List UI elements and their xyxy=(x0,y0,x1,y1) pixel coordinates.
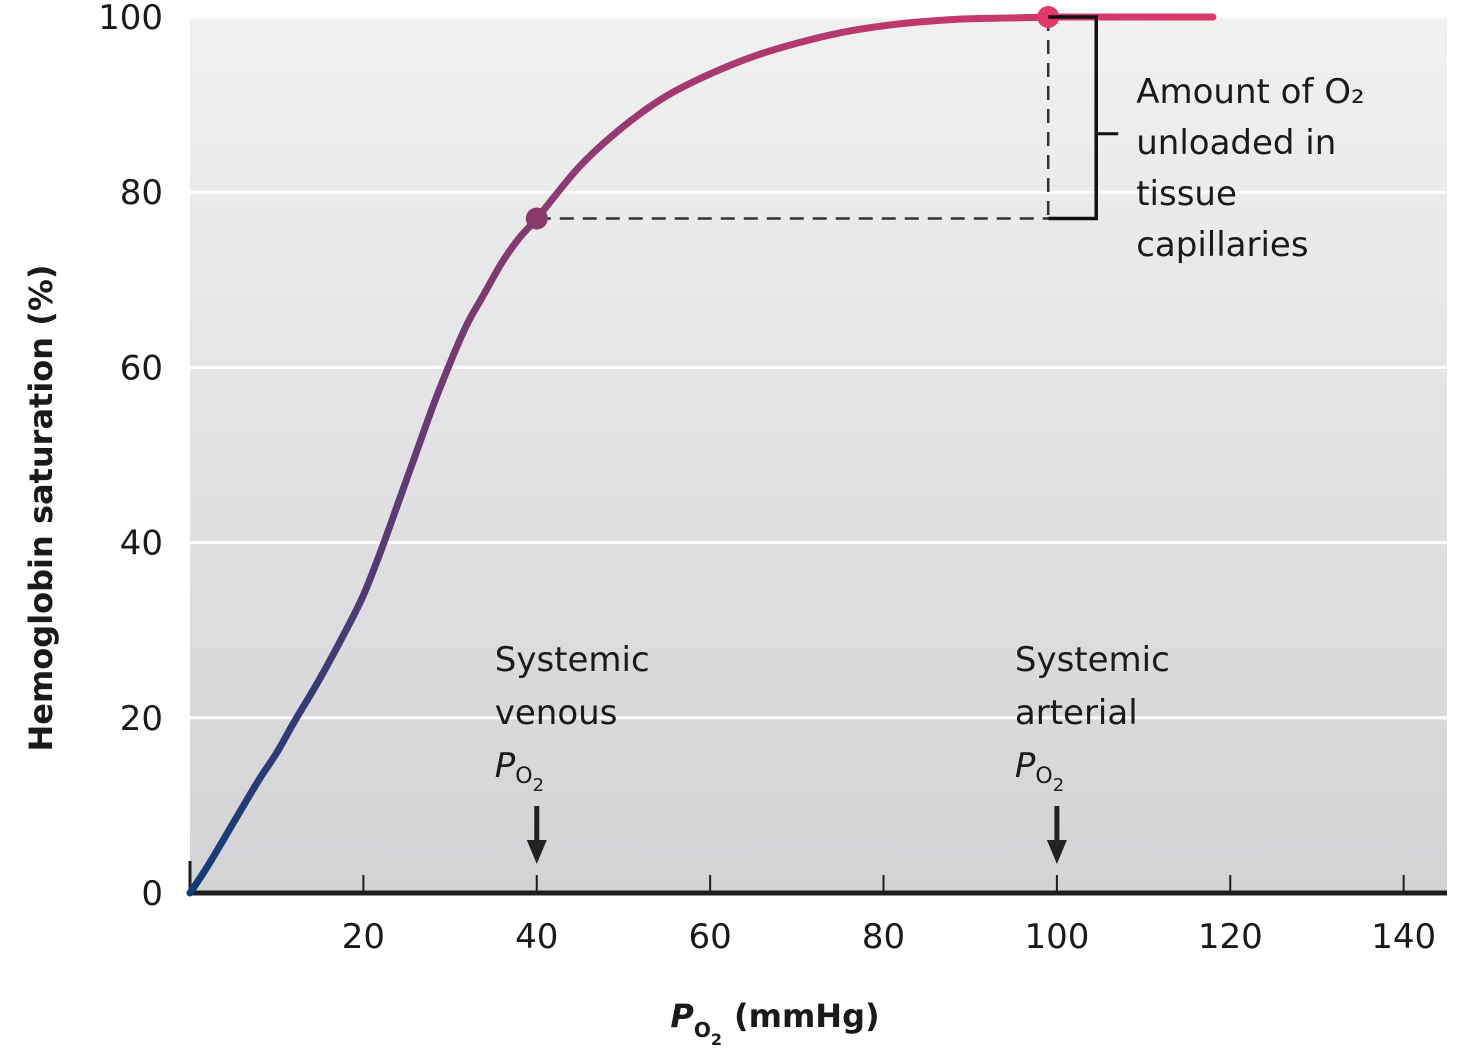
bracket-label-line: capillaries xyxy=(1136,225,1308,265)
po2-sub-subscript: 2 xyxy=(1053,775,1064,796)
unloaded-bracket xyxy=(1048,15,1098,221)
y-tick-label: 0 xyxy=(141,874,163,914)
arterial-arrow-head xyxy=(1046,840,1067,864)
y-tick-label: 60 xyxy=(120,348,163,388)
axes xyxy=(188,861,1447,896)
y-tick-label: 20 xyxy=(120,699,163,739)
data-point xyxy=(525,207,548,230)
venous-arrow-head xyxy=(526,840,547,864)
x-axis-unit: (mmHg) xyxy=(734,997,880,1035)
x-tick-label: 120 xyxy=(1198,917,1263,957)
arterial-po2-label: PO2 xyxy=(1015,746,1064,796)
x-axis-symbol: P xyxy=(670,997,694,1035)
po2-subscript: O xyxy=(515,764,532,789)
bracket-label-line: tissue xyxy=(1136,174,1237,214)
y-tick-label: 80 xyxy=(120,173,163,213)
y-axis-label: Hemoglobin saturation (%) xyxy=(22,264,60,751)
x-axis-subscript: O xyxy=(694,1018,711,1042)
annotations: Amount of O₂ unloaded in tissue capillaries… xyxy=(495,15,1365,864)
series-layer xyxy=(186,6,1217,897)
bracket-label-line: unloaded in xyxy=(1136,123,1336,163)
venous-label-line: Systemic xyxy=(495,640,650,680)
x-tick-label: 140 xyxy=(1371,917,1436,957)
y-tick-label: 40 xyxy=(120,524,163,564)
po2-symbol: P xyxy=(1015,746,1036,786)
x-tick-label: 100 xyxy=(1024,917,1089,957)
arterial-label-line: arterial xyxy=(1015,693,1138,733)
x-tick-label: 40 xyxy=(515,917,558,957)
x-tick-label: 20 xyxy=(342,917,385,957)
bracket-label-line: Amount of O₂ xyxy=(1136,72,1364,112)
po2-subscript: O xyxy=(1035,764,1052,789)
arterial-label-line: Systemic xyxy=(1015,640,1170,680)
x-tick-label: 60 xyxy=(689,917,732,957)
saturation-curve xyxy=(186,13,1217,897)
venous-label-line: venous xyxy=(495,693,618,733)
guide-lines xyxy=(536,17,1050,220)
x-tick-label: 80 xyxy=(862,917,905,957)
y-tick-label: 100 xyxy=(98,0,163,38)
x-axis-label: PO2 (mmHg) xyxy=(670,997,879,1049)
venous-po2-label: PO2 xyxy=(495,746,544,796)
gridlines xyxy=(190,15,1447,720)
po2-symbol: P xyxy=(495,746,516,786)
tick-labels: 20 40 60 80 100 120 140 0 20 40 60 80 100 xyxy=(98,0,1436,957)
x-axis-sub-subscript: 2 xyxy=(711,1030,722,1049)
plot-background xyxy=(190,17,1447,893)
po2-sub-subscript: 2 xyxy=(533,775,544,796)
